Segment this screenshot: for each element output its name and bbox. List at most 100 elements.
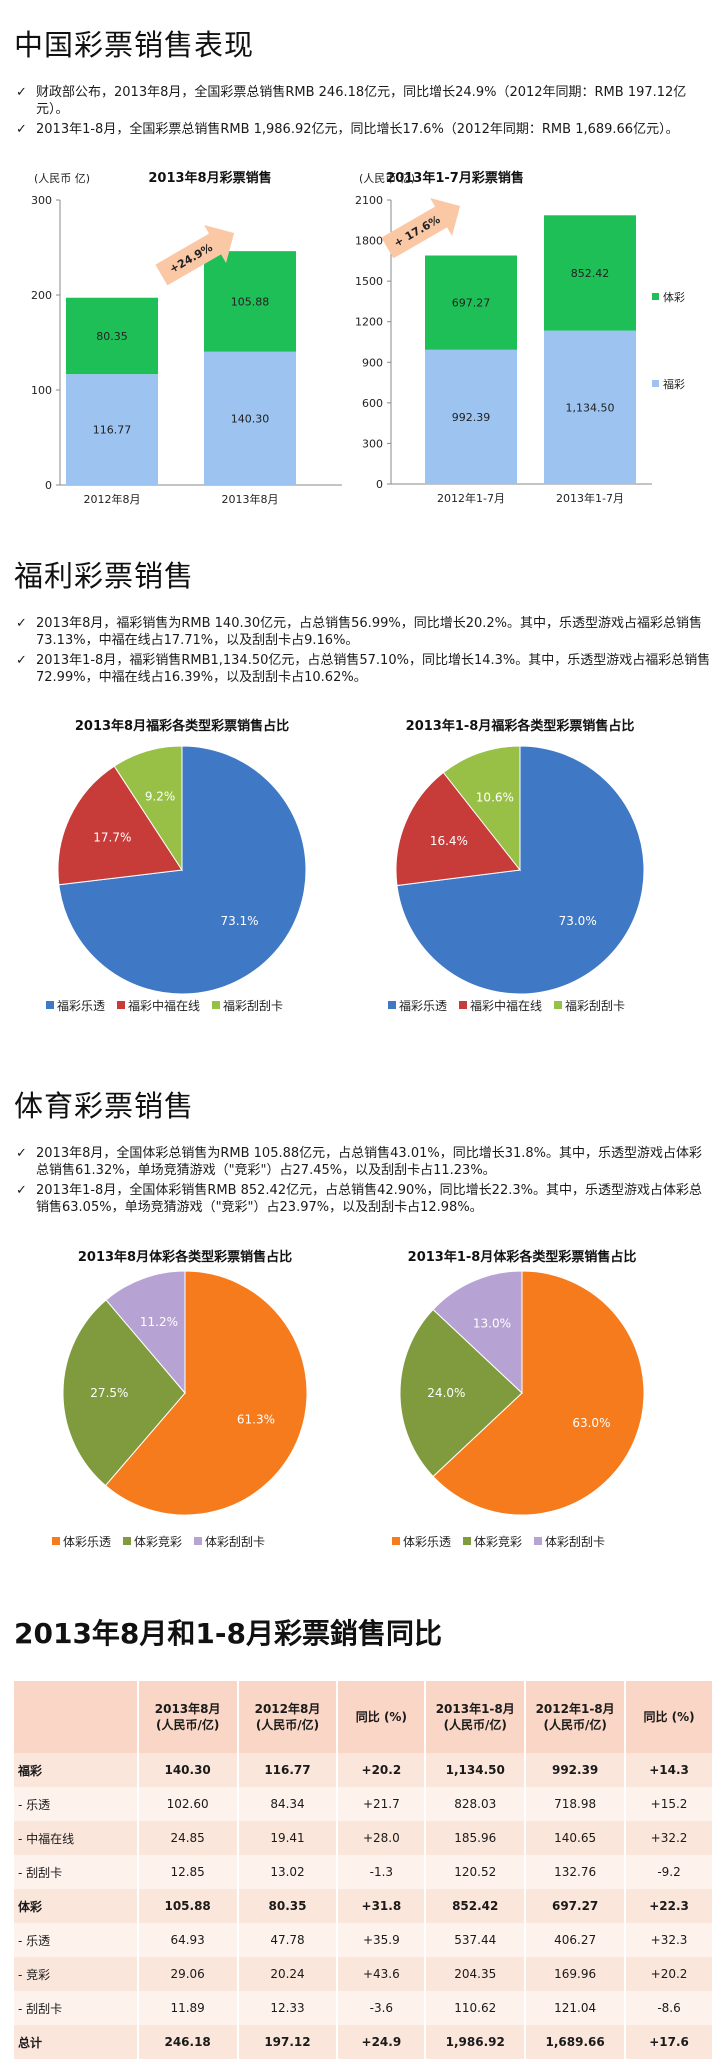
legend-label: 福彩中福在线 [470,998,542,1013]
table-cell: 80.35 [237,1889,339,1923]
table-cell: - 竞彩 [14,1957,139,1991]
bar-segment-welfare [425,349,517,484]
pie-slice [57,765,183,886]
table-cell: 12.85 [137,1855,239,1889]
y-tick-label: 300 [362,437,383,450]
table-cell: 体彩 [14,1889,139,1923]
data-label: 80.35 [96,330,128,343]
table-cell: 169.96 [525,1957,627,1991]
legend-label: 体彩刮刮卡 [205,1535,265,1549]
table-cell: 1,689.66 [525,2025,627,2059]
table-title: 2013年8月和1-8月彩票銷售同比 [14,1617,442,1650]
bar-segment-sports [425,255,517,350]
page-title: 中国彩票销售表现 [14,28,255,62]
table-cell: +17.6 [625,2025,714,2059]
slice-label: 11.2% [140,1315,178,1329]
table-cell: 116.77 [237,1753,339,1787]
table-cell: 406.27 [525,1923,627,1957]
data-label: 116.77 [93,424,132,437]
y-tick-label: 0 [376,478,383,491]
table-cell: 852.42 [425,1889,527,1923]
comparison-table: 2013年8月 (人民币/亿) 2012年8月 (人民币/亿) 同比 (%) 2013… [14,1681,714,2059]
table-cell: 29.06 [137,1957,239,1991]
table-cell: 13.02 [237,1855,339,1889]
table-cell: - 中福在线 [14,1821,139,1855]
legend-label: 体彩竞彩 [474,1535,522,1549]
legend-swatch [652,293,659,300]
table-cell: 828.03 [425,1787,527,1821]
table-header-cell: 同比 (%) [625,1681,714,1753]
y-tick-label: 100 [31,384,52,397]
data-label: 992.39 [452,411,491,424]
pie-slice [395,771,521,887]
bullet-text: 2013年1-8月，全国彩票总销售RMB 1,986.92亿元，同比增长17.6… [36,122,679,137]
data-label: 697.27 [452,297,491,310]
table-cell: 121.04 [525,1991,627,2025]
slice-label: 17.7% [93,830,131,844]
table-cell: +28.0 [337,1821,427,1855]
table-cell: 1,134.50 [425,1753,527,1787]
table-cell: 140.30 [137,1753,239,1787]
table-cell: 718.98 [525,1787,627,1821]
table-cell: +24.9 [337,2025,427,2059]
table-row: - 乐透 64.93 47.78 +35.9 537.44 406.27 +32.3 [14,1923,714,1957]
bullet-item: ✓ 2013年8月，福彩销售为RMB 140.30亿元，占总销售56.99%，同比… [14,615,714,649]
y-tick-label: 0 [45,479,52,492]
legend-swatch [194,1537,202,1545]
legend-swatch [652,380,659,387]
table-cell: - 刮刮卡 [14,1855,139,1889]
table-cell: - 刮刮卡 [14,1991,139,2025]
legend-label: 福彩乐透 [57,998,105,1013]
legend-label: 体彩刮刮卡 [545,1535,605,1549]
bar-segment-sports [544,215,636,331]
table-cell: 24.85 [137,1821,239,1855]
pie-slice [113,745,183,872]
y-tick-label: 1500 [355,275,383,288]
table-header-row: 2013年8月 (人民币/亿) 2012年8月 (人民币/亿) 同比 (%) 2013… [14,1681,714,1753]
chart-title: 2013年8月彩票销售 [148,170,271,186]
table-cell: 64.93 [137,1923,239,1957]
overview-bullets: ✓ 财政部公布，2013年8月，全国彩票总销售RMB 246.18亿元，同比增长2… [14,84,714,141]
bar-chart-monthly: 2013年8月彩票销售 (人民币 亿) 0 100 200 300 116.77 80.35 2… [31,170,342,506]
legend-swatch [554,1001,562,1009]
table-cell: - 乐透 [14,1923,139,1957]
table-cell: 992.39 [525,1753,627,1787]
pie-slice [432,1270,645,1516]
bullet-text: 2013年1-8月，全国体彩销售RMB 852.42亿元，占总销售42.90%，… [36,1183,702,1215]
table-row: - 刮刮卡 11.89 12.33 -3.6 110.62 121.04 -8.6 [14,1991,714,2025]
check-icon: ✓ [16,1183,27,1198]
table-cell: +21.7 [337,1787,427,1821]
legend-label: 福彩刮刮卡 [223,998,283,1013]
y-tick-label: 200 [31,289,52,302]
legend-swatch [459,1001,467,1009]
table-cell: +22.3 [625,1889,714,1923]
table-cell: -3.6 [337,1991,427,2025]
x-tick-label: 2013年1-7月 [556,491,624,505]
legend-swatch [212,1001,220,1009]
welfare-title: 福利彩票销售 [14,559,195,593]
sports-bullets: ✓ 2013年8月，全国体彩总销售为RMB 105.88亿元，占总销售43.01%… [14,1145,714,1219]
bullet-text: 2013年8月，全国体彩总销售为RMB 105.88亿元，占总销售43.01%，… [36,1146,703,1178]
bullet-text: 2013年1-8月，福彩销售RMB1,134.50亿元，占总销售57.10%，同… [36,653,711,685]
table-cell: 84.34 [237,1787,339,1821]
pie-chart-sports-ytd: 2013年1-8月体彩各类型彩票销售占比 63.0% 24.0% 13.0% 体彩乐透 体… [392,1249,645,1549]
table-cell: 11.89 [137,1991,239,2025]
table-cell: 47.78 [237,1923,339,1957]
bar-segment-welfare [66,374,158,485]
chart-title: 2013年1-7月彩票销售 [386,170,524,186]
legend-label: 体彩乐透 [403,1535,451,1549]
slice-label: 10.6% [476,790,514,804]
table-cell: 102.60 [137,1787,239,1821]
table-header-cell: 2012年1-8月 (人民币/亿) [525,1681,627,1753]
sports-title: 体育彩票销售 [14,1089,195,1123]
table-cell: +32.3 [625,1923,714,1957]
data-label: 852.42 [571,267,610,280]
table-cell: 537.44 [425,1923,527,1957]
chart-title: 2013年1-8月体彩各类型彩票销售占比 [408,1249,637,1265]
legend-swatch [392,1537,400,1545]
y-axis-unit: (人民币 亿) [34,172,90,185]
bar-chart-ytd: 2013年1-7月彩票销售(人民币 亿) 0 300 600 900 1200 1500 18… [355,170,685,505]
arrow-shape [155,224,235,286]
table-row: - 竞彩 29.06 20.24 +43.6 204.35 169.96 +20.2 [14,1957,714,1991]
bullet-item: ✓ 2013年8月，全国体彩总销售为RMB 105.88亿元，占总销售43.01%… [14,1145,714,1179]
